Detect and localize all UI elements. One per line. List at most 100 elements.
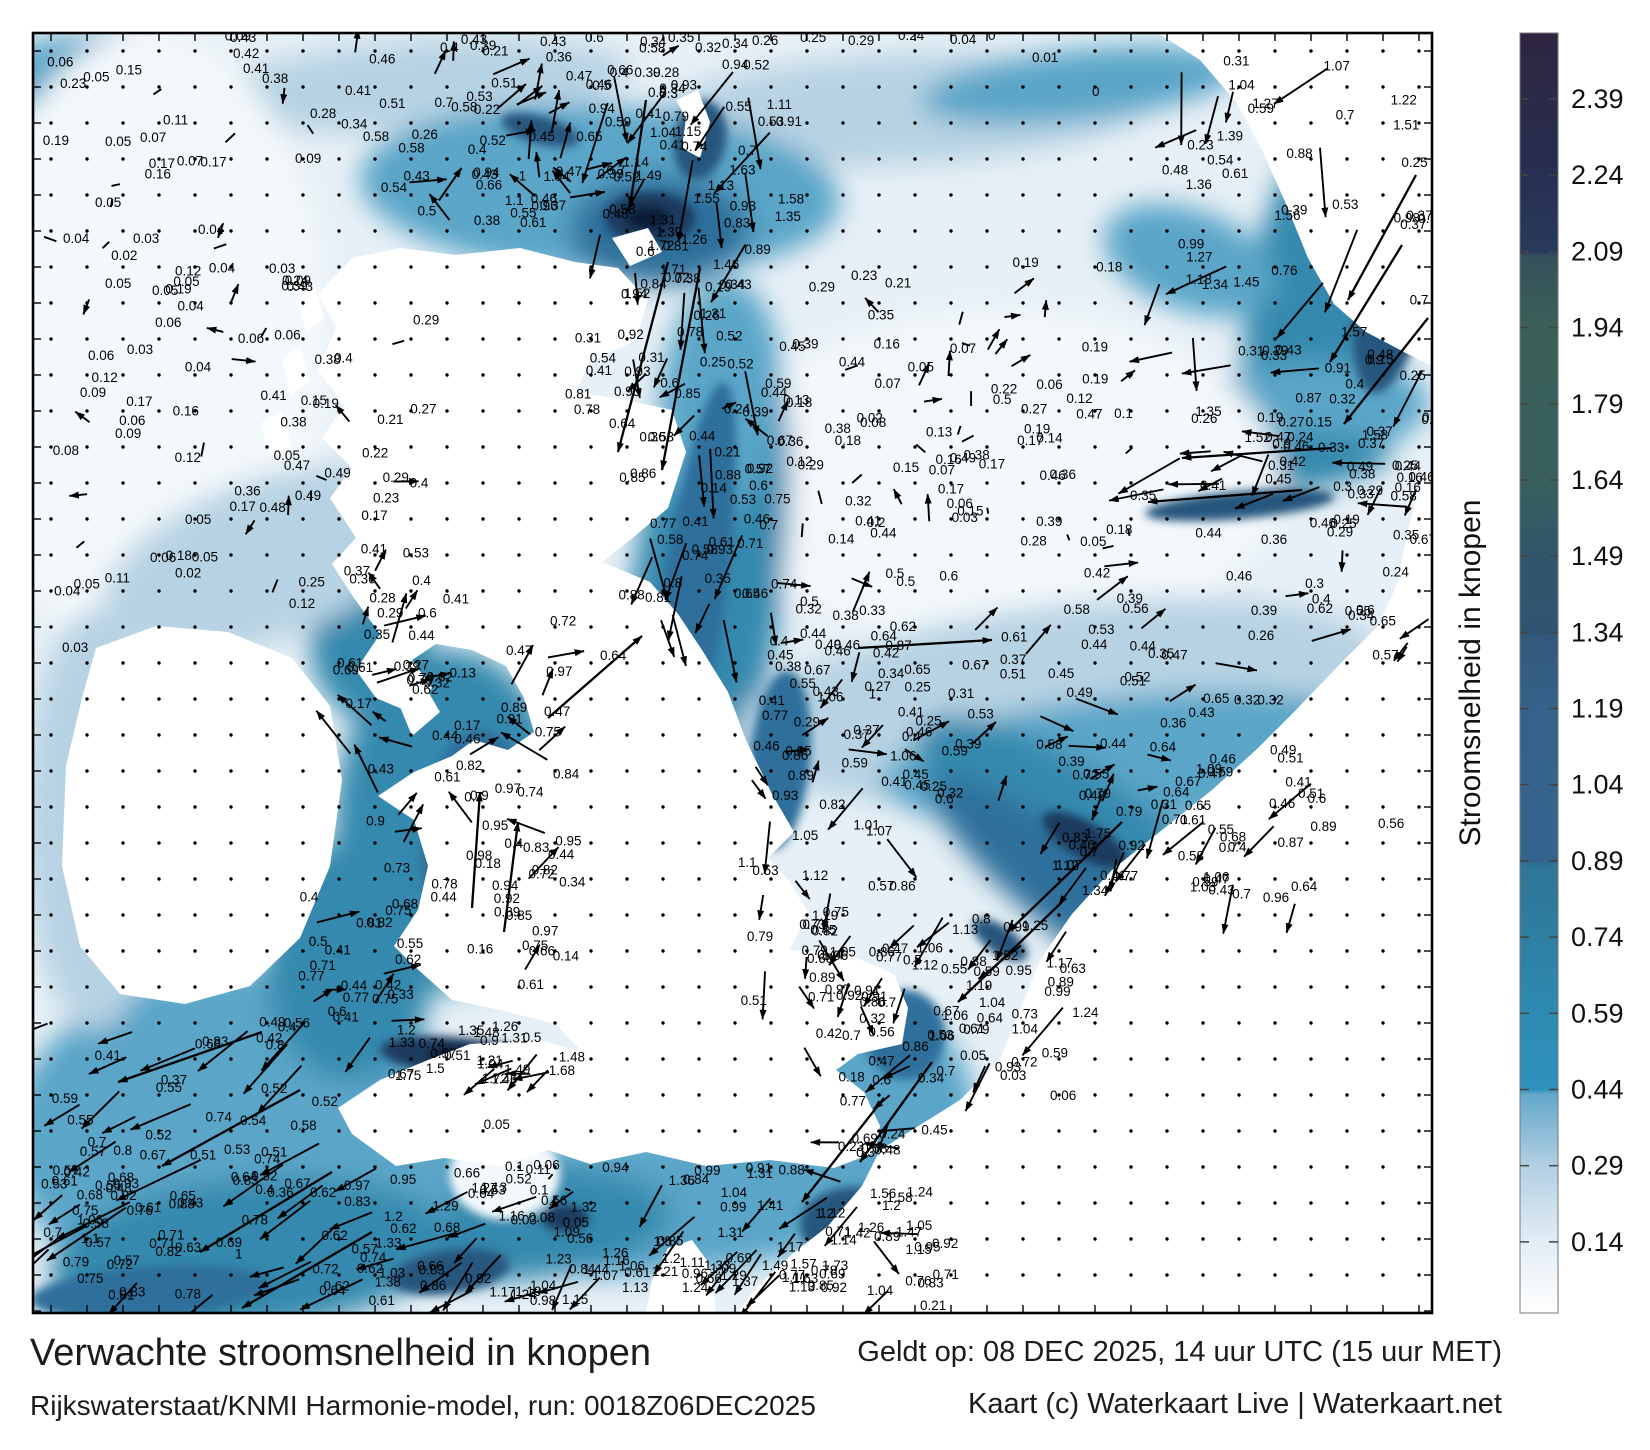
grid-dot <box>1345 301 1349 305</box>
current-arrow <box>108 1282 138 1313</box>
value-label: 1.06 <box>817 689 843 704</box>
grid-dot <box>589 1237 593 1241</box>
value-label: 0.07 <box>177 153 203 168</box>
value-label: 0.8 <box>113 1143 132 1158</box>
value-label: 0.7 <box>1080 845 1099 860</box>
grid-dot <box>265 85 269 89</box>
grid-dot <box>445 229 449 233</box>
current-arrow <box>537 1280 579 1294</box>
value-label: 1.33 <box>375 1235 401 1250</box>
value-label: 0.43 <box>540 34 566 49</box>
grid-dot <box>265 337 269 341</box>
value-label: 0.4 <box>334 351 353 366</box>
value-label: 0.6 <box>939 569 958 584</box>
value-label: 0.96 <box>682 1266 708 1281</box>
value-label: 0.38 <box>964 448 990 463</box>
grid-dot <box>1237 1201 1241 1205</box>
value-label: 1.05 <box>792 828 818 843</box>
current-arrow <box>802 956 810 980</box>
land-layer <box>62 33 1432 1313</box>
current-arrow <box>1241 429 1279 438</box>
value-label: 0.37 <box>1367 424 1393 439</box>
value-label: 0.61 <box>1180 813 1206 828</box>
current-arrow <box>81 1090 120 1130</box>
grid-dot <box>985 409 989 413</box>
grid-dot <box>1129 193 1133 197</box>
value-label: 0.35 <box>1130 488 1156 503</box>
value-label: 0.37 <box>1400 217 1426 232</box>
grid-dot <box>1201 85 1205 89</box>
value-label: 0.05 <box>105 134 131 149</box>
grid-dot <box>337 769 341 773</box>
value-label: 0.53 <box>224 1142 250 1157</box>
current-arrow <box>1319 147 1329 218</box>
grid-dot <box>1057 229 1061 233</box>
grid-dot <box>193 409 197 413</box>
colorbar-tick-label: 0.29 <box>1571 1151 1624 1181</box>
value-label: 0.05 <box>1080 534 1106 549</box>
grid-dot <box>1093 733 1097 737</box>
grid-dot <box>445 733 449 737</box>
grid-dot <box>481 949 485 953</box>
value-label: 0.19 <box>313 396 339 411</box>
grid-dot <box>805 589 809 593</box>
value-label: 0.52 <box>312 1094 338 1109</box>
grid-dot <box>409 697 413 701</box>
grid-dot <box>805 157 809 161</box>
grid-dot <box>1093 1057 1097 1061</box>
value-label: 0.39 <box>1058 754 1084 769</box>
value-label: 0.79 <box>63 1254 89 1269</box>
grid-dot <box>589 1021 593 1025</box>
grid-dot <box>193 49 197 53</box>
value-label: 0.76 <box>803 917 829 932</box>
grid-dot <box>121 1021 125 1025</box>
grid-dot <box>1273 121 1277 125</box>
grid-dot <box>1021 1057 1025 1061</box>
grid-dot <box>1201 157 1205 161</box>
grid-dot <box>625 769 629 773</box>
grid-dot <box>445 661 449 665</box>
value-label: 1.13 <box>952 922 978 937</box>
value-label: 0.35 <box>1148 646 1174 661</box>
grid-dot <box>1381 697 1385 701</box>
value-label: 0.77 <box>650 516 676 531</box>
grid-dot <box>265 49 269 53</box>
value-label: 0.38 <box>315 352 341 367</box>
grid-dot <box>1273 733 1277 737</box>
grid-dot <box>1165 409 1169 413</box>
grid-dot <box>1021 733 1025 737</box>
grid-dot <box>1057 373 1061 377</box>
value-label: 0.36 <box>546 50 572 65</box>
current-arrow <box>1025 624 1052 655</box>
grid-dot <box>697 373 701 377</box>
value-label: 0.42 <box>256 1031 282 1046</box>
grid-dot <box>1021 301 1025 305</box>
current-arrow <box>811 760 820 783</box>
grid-dot <box>85 985 89 989</box>
page-title: Verwachte stroomsnelheid in knopen <box>30 1332 652 1374</box>
grid-dot <box>49 373 53 377</box>
grid-dot <box>85 1237 89 1241</box>
grid-dot <box>265 1201 269 1205</box>
value-label: 0.7 <box>43 1225 62 1240</box>
grid-dot <box>625 589 629 593</box>
value-label: 1.16 <box>603 1253 629 1268</box>
value-label: 0.4 <box>770 633 789 648</box>
value-label: 0.42 <box>1279 454 1305 469</box>
value-label: 1.11 <box>767 97 792 112</box>
grid-dot <box>841 157 845 161</box>
current-arrow <box>344 1037 371 1073</box>
current-arrow <box>1179 449 1211 457</box>
grid-dot <box>1201 265 1205 269</box>
grid-dot <box>193 1273 197 1277</box>
value-label: 0.96 <box>1263 890 1289 905</box>
grid-dot <box>49 877 53 881</box>
value-label: 0.48 <box>603 207 629 222</box>
value-label: 1.07 <box>866 823 892 838</box>
current-arrow <box>1346 174 1418 301</box>
value-label: 0.56 <box>567 1231 593 1246</box>
current-arrow <box>994 338 1009 355</box>
grid-dot <box>733 625 737 629</box>
value-label: 0.55 <box>95 1178 121 1193</box>
value-label: 0.47 <box>506 643 532 658</box>
